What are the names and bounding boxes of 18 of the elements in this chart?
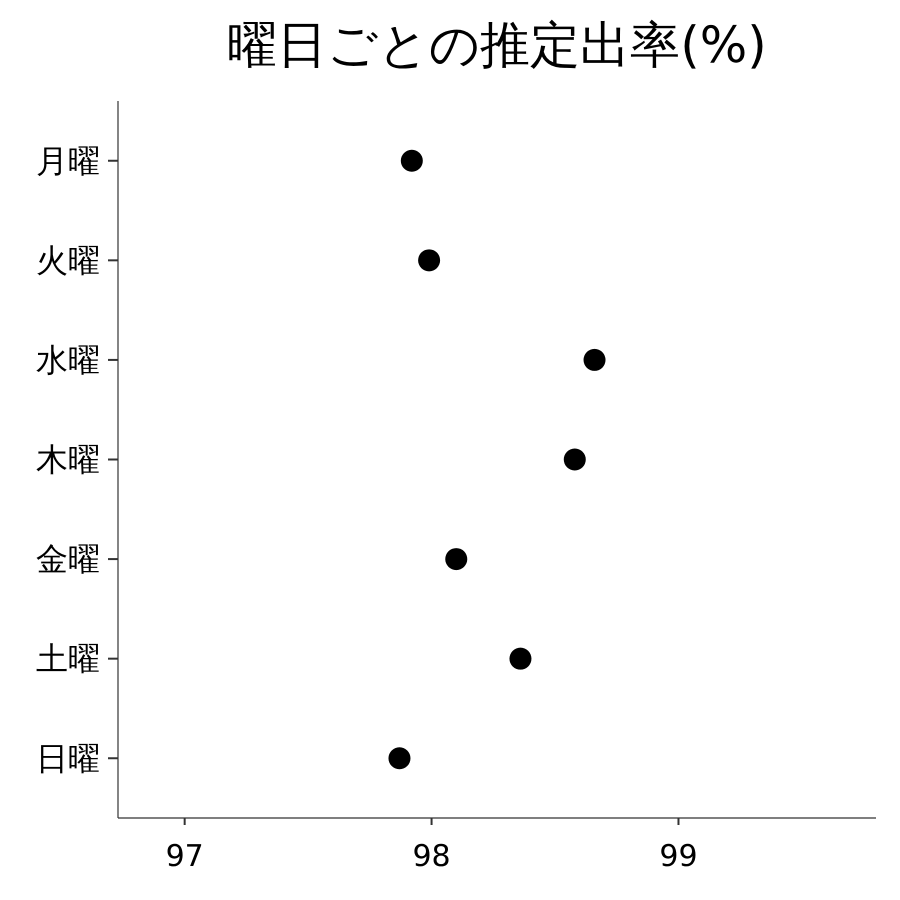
point (584, 348, 606, 371)
y-tick-label: 木曜 (36, 440, 100, 478)
y-tick-label: 水曜 (36, 340, 100, 379)
x-tick-label: 97 (166, 839, 204, 874)
point (400, 150, 423, 172)
point (388, 747, 410, 770)
y-tick-label: 日曜 (36, 739, 100, 778)
y-tick-label: 金曜 (36, 540, 100, 578)
y-tick-label: 土曜 (36, 640, 100, 678)
point (509, 648, 532, 670)
chart-title: 曜日ごとの推定出率(%) (227, 16, 767, 74)
point (564, 448, 586, 470)
point (418, 249, 440, 272)
x-tick-label: 99 (659, 839, 698, 874)
y-tick-label: 火曜 (36, 241, 100, 280)
x-tick-label: 98 (412, 839, 451, 874)
y-tick-label: 月曜 (36, 142, 100, 180)
point (445, 548, 468, 570)
